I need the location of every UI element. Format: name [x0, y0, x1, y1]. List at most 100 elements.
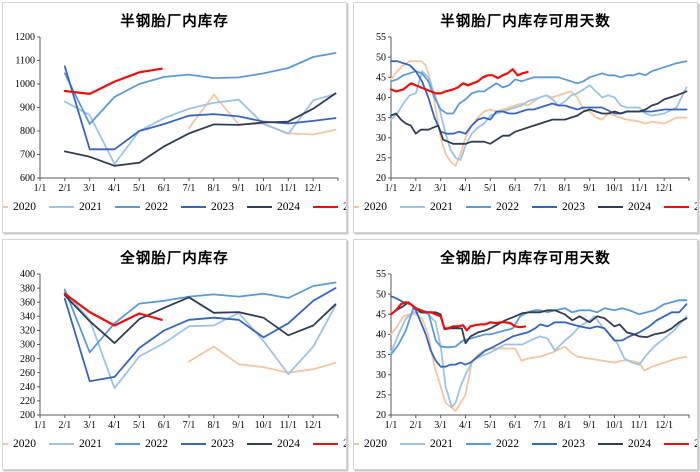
x-tick-label: 1/1	[385, 420, 398, 431]
y-tick-label: 340	[20, 312, 35, 323]
x-tick-label: 4/1	[108, 420, 121, 431]
legend-label: 2024	[628, 438, 651, 450]
legend-swatch-2024	[247, 443, 272, 445]
y-tick-label: 40	[376, 330, 386, 341]
legend-label: 2020	[13, 438, 36, 450]
x-tick-label: 7/1	[534, 420, 547, 431]
y-tick-label: 20	[376, 410, 386, 421]
y-tick-label: 55	[376, 32, 386, 43]
x-tick-label: 3/1	[434, 183, 447, 194]
x-tick-label: 11/1	[631, 420, 648, 431]
x-tick-label: 4/1	[459, 183, 472, 194]
x-tick-label: 10/1	[606, 183, 624, 194]
legend-label: 2021	[79, 438, 102, 450]
legend-swatch-2024	[247, 206, 272, 208]
legend-label: 2020	[364, 438, 387, 450]
series-2021	[63, 93, 337, 165]
chart-title-full-steel-days: 全钢胎厂内库存可用天数	[440, 251, 611, 267]
series-2022	[390, 60, 688, 115]
legend-swatch-2020	[3, 206, 8, 208]
legend-item-2023: 2023	[181, 201, 234, 213]
legend-label: 2020	[364, 201, 387, 213]
x-tick-label: 11/1	[280, 420, 297, 431]
legend-swatch-2020	[3, 443, 8, 445]
x-tick-label: 10/1	[606, 420, 624, 431]
x-tick-label: 10/1	[255, 420, 273, 431]
legend-swatch-2024	[598, 443, 623, 445]
x-tick-label: 2/1	[409, 420, 422, 431]
series-2020	[390, 60, 688, 167]
series-2022	[63, 52, 337, 125]
series-2023	[390, 295, 688, 368]
y-tick-label: 900	[20, 103, 35, 114]
y-tick-label: 25	[376, 390, 386, 401]
x-tick-label: 3/1	[83, 183, 96, 194]
legend-item-2020: 2020	[3, 438, 36, 450]
legend-swatch-2022	[466, 206, 491, 208]
legend-label: 2022	[496, 201, 519, 213]
x-tick-label: 2/1	[58, 420, 71, 431]
y-tick-label: 700	[20, 150, 35, 161]
legend-item-2021: 2021	[400, 201, 453, 213]
legend-item-2023: 2023	[181, 438, 234, 450]
legend-item-2024: 2024	[247, 438, 300, 450]
legend-item-2022: 2022	[115, 438, 168, 450]
series-2022	[390, 299, 688, 356]
series-2021	[390, 311, 688, 408]
series-2021	[390, 70, 688, 161]
panel-semi-steel-days: 半钢胎厂内库存可用天数 20 25 30 35 40 45 50 55 1/1 2/1 3/1 4/1…	[353, 2, 698, 233]
x-tick-label: 12/1	[304, 183, 322, 194]
series-2023	[63, 287, 337, 383]
x-tick-label: 8/1	[558, 183, 571, 194]
legend-label: 2021	[79, 201, 102, 213]
x-tick-label: 2/1	[58, 183, 71, 194]
y-tick-label: 280	[20, 354, 35, 365]
legend-label: 2022	[145, 201, 168, 213]
x-tick-label: 6/1	[509, 420, 522, 431]
legend-label: 2022	[145, 438, 168, 450]
legend-item-2021: 2021	[49, 438, 102, 450]
y-tick-label: 400	[20, 269, 35, 280]
legend-swatch-2021	[400, 443, 425, 445]
y-tick-label: 35	[376, 113, 386, 124]
x-tick-label: 9/1	[583, 420, 596, 431]
line-chart-semi-steel-inventory: 600 700 800 900 1000 1100 1200 1/1 2/1 3/1 4/1 5/1 6…	[15, 32, 339, 194]
legend-swatch-2023	[181, 443, 206, 445]
y-tick-label: 600	[20, 173, 35, 184]
x-tick-label: 8/1	[207, 420, 220, 431]
x-tick-label: 12/1	[655, 183, 673, 194]
legend-swatch-2023	[181, 206, 206, 208]
legend-swatch-2023	[532, 206, 557, 208]
legend-label: 2024	[628, 201, 651, 213]
series-2020	[390, 313, 688, 412]
y-tick-label: 320	[20, 326, 35, 337]
x-tick-label: 2/1	[409, 183, 422, 194]
x-tick-label: 1/1	[34, 420, 47, 431]
series-2025	[389, 301, 527, 332]
legend-swatch-2021	[400, 206, 425, 208]
series-2023	[63, 65, 337, 151]
x-tick-label: 5/1	[133, 420, 146, 431]
series-2023	[390, 60, 688, 135]
legend-swatch-2025	[664, 443, 689, 445]
panel-semi-steel-inventory: 半钢胎厂内库存 600 700 800 900 1000 1100 1200 1/1 2/1 3/…	[2, 2, 347, 233]
legend-label: 2024	[277, 201, 300, 213]
x-tick-label: 7/1	[183, 420, 196, 431]
y-tick-label: 220	[20, 396, 35, 407]
y-tick-label: 1000	[15, 79, 35, 90]
x-tick-label: 11/1	[280, 183, 297, 194]
y-tick-label: 260	[20, 368, 35, 379]
legend-label: 2023	[211, 201, 234, 213]
chart-title-full-steel-inventory: 全钢胎厂内库存	[120, 251, 229, 267]
x-tick-label: 7/1	[183, 183, 196, 194]
